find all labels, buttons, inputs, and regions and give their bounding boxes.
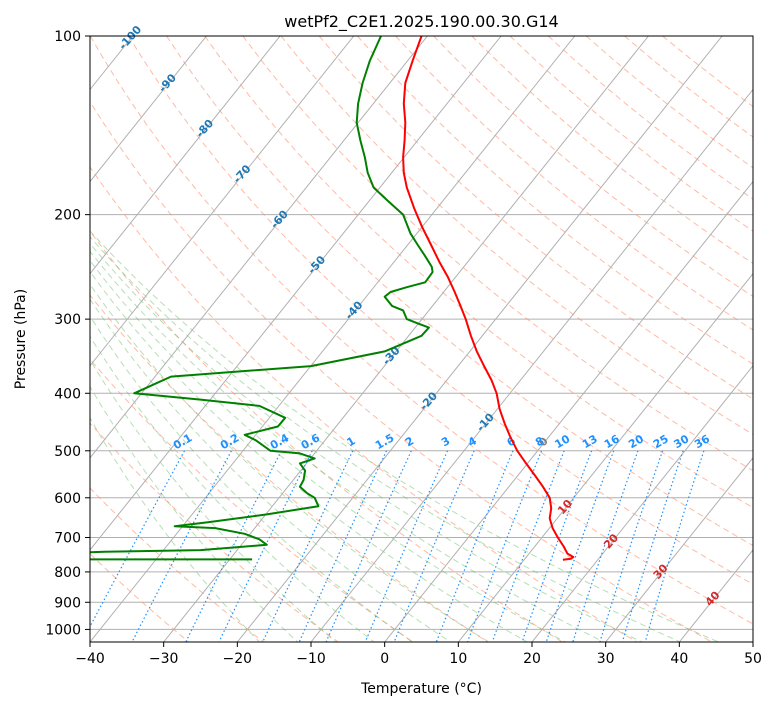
dry-adiabat <box>242 36 753 472</box>
dry-adiabat <box>90 294 489 642</box>
dry-adiabat <box>90 230 564 642</box>
plot-frame <box>89 35 754 643</box>
dry-adiabat <box>318 36 753 400</box>
dry-adiabat <box>128 36 753 585</box>
mixing-ratio-line <box>185 450 282 642</box>
mixing-ratio-line <box>218 450 313 642</box>
mixing-ratio-line <box>298 450 388 642</box>
dry-adiabat <box>90 487 265 642</box>
isotherm <box>310 88 753 642</box>
y-axis-ticks: 100 200 300 400 500 600 700 800 900 1000 <box>45 29 90 638</box>
isotherm <box>90 36 355 367</box>
sounding-lines <box>90 36 575 561</box>
isotherm <box>90 36 502 551</box>
y-tick-label: 500 <box>54 444 81 460</box>
y-tick-label: 200 <box>54 208 81 224</box>
isotherm <box>605 457 753 642</box>
y-tick-label: 100 <box>54 29 81 45</box>
mixing-ratio-line <box>90 450 186 628</box>
dry-adiabat <box>90 36 753 625</box>
isotherm <box>457 272 753 642</box>
x-axis-title: Temperature (°C) <box>360 681 482 697</box>
moist-adiabat <box>90 283 490 642</box>
mixing-ratio-line <box>364 450 449 642</box>
moist-adiabat <box>90 335 375 642</box>
dry-adiabat <box>90 422 340 642</box>
isotherm <box>90 36 207 183</box>
mixing-ratio-line <box>644 450 705 642</box>
x-axis-ticks: −40 −30 −20 −10 0 10 20 30 40 50 <box>75 642 762 667</box>
mixing-ratio-line <box>325 450 412 642</box>
dry-adiabat <box>280 36 753 435</box>
moist-adiabat <box>90 298 452 642</box>
moist-adiabat <box>90 230 720 642</box>
isotherm <box>90 36 428 459</box>
isotherm <box>90 36 281 275</box>
dry-adiabat <box>90 166 639 642</box>
x-tick-label: −20 <box>223 651 253 667</box>
isotherm <box>90 36 576 642</box>
moist-adiabat <box>90 259 567 642</box>
y-axis-title: Pressure (hPa) <box>13 289 29 389</box>
isotherm <box>531 364 753 642</box>
dry-adiabat <box>166 36 753 547</box>
mixing-ratio-line <box>131 450 232 642</box>
y-tick-label: 400 <box>54 386 81 402</box>
mixing-ratio-line <box>572 450 639 642</box>
isotherm <box>163 36 649 642</box>
dry-adiabat <box>90 552 190 642</box>
x-tick-label: 40 <box>670 651 688 667</box>
background-lines <box>90 36 753 642</box>
x-tick-label: −10 <box>296 651 326 667</box>
mixing-ratio-line <box>621 450 684 642</box>
temperature-profile <box>402 36 575 561</box>
x-tick-label: 0 <box>380 651 389 667</box>
y-tick-label: 600 <box>54 491 81 507</box>
isotherm <box>236 36 723 642</box>
mixing-ratio-line <box>393 450 475 642</box>
x-tick-label: 30 <box>597 651 615 667</box>
y-tick-label: 1000 <box>45 622 81 638</box>
y-tick-label: 800 <box>54 565 81 581</box>
moist-adiabat <box>90 242 644 642</box>
y-tick-label: 300 <box>54 312 81 328</box>
chart-title: wetPf2_C2E1.2025.190.00.30.G14 <box>284 12 558 32</box>
mixing-ratio-line <box>599 450 664 642</box>
mixing-ratio-line <box>545 450 615 642</box>
dewpoint-profile <box>90 36 434 554</box>
x-tick-label: 10 <box>449 651 467 667</box>
x-tick-label: 20 <box>523 651 541 667</box>
moist-adiabat <box>90 236 682 642</box>
moist-adiabat <box>90 250 605 642</box>
x-tick-label: 50 <box>744 651 762 667</box>
y-tick-label: 700 <box>54 531 81 547</box>
moist-adiabat <box>90 358 337 642</box>
x-tick-label: −30 <box>149 651 179 667</box>
isotherm <box>384 180 753 642</box>
plot-area <box>90 36 753 642</box>
x-tick-label: −40 <box>75 651 105 667</box>
dry-adiabat <box>204 36 753 509</box>
mixing-ratio-line <box>521 450 593 642</box>
mixing-ratio-line <box>262 450 354 642</box>
y-tick-label: 900 <box>54 595 81 611</box>
moist-adiabat <box>90 385 299 642</box>
